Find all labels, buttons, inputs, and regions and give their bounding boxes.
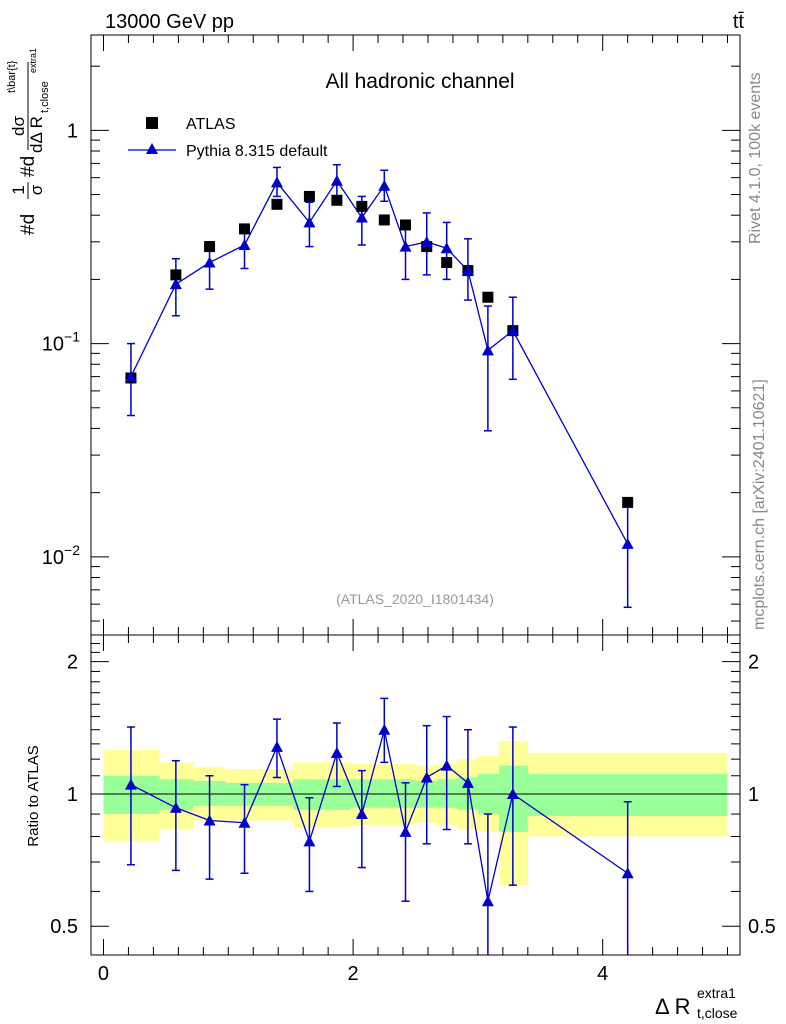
pythia-point bbox=[461, 264, 474, 276]
ratio-y-tick-label-left: 1 bbox=[67, 784, 78, 806]
ratio-point bbox=[621, 867, 634, 879]
ylabel-frac2-den: dΔ R bbox=[27, 116, 46, 153]
ylabel-frac2-den-sub: t,close bbox=[39, 81, 51, 113]
ratio-point bbox=[461, 776, 474, 788]
ratio-series bbox=[124, 697, 634, 955]
pythia-point bbox=[124, 370, 137, 382]
ratio-point bbox=[238, 816, 251, 828]
legend-pythia-marker bbox=[146, 143, 158, 154]
atlas-point bbox=[482, 291, 494, 303]
atlas-point bbox=[441, 257, 453, 269]
atlas-point bbox=[170, 269, 182, 281]
ratio-point bbox=[399, 825, 412, 837]
ratio-point bbox=[420, 771, 433, 783]
main-axis-ticks bbox=[91, 35, 740, 635]
atlas-point bbox=[239, 223, 251, 235]
ratio-y-tick-label-right: 0.5 bbox=[748, 916, 776, 938]
ratio-line bbox=[130, 729, 629, 902]
ratio-green-band bbox=[103, 765, 728, 832]
pythia-point bbox=[303, 216, 316, 228]
atlas-point bbox=[204, 241, 216, 253]
ylabel-frac2-num: dσ bbox=[9, 116, 28, 136]
pythia-point bbox=[621, 537, 634, 549]
ratio-point bbox=[481, 895, 494, 907]
xlabel-sup: extra1 bbox=[697, 985, 736, 1001]
pythia-point bbox=[169, 278, 182, 290]
pythia-point bbox=[378, 179, 391, 191]
pythia-point bbox=[330, 174, 343, 186]
xlabel-main: Δ R bbox=[655, 994, 690, 1019]
ratio-point bbox=[355, 808, 368, 820]
atlas-point bbox=[303, 190, 315, 202]
ylabel-mid: #d bbox=[18, 156, 39, 177]
pythia-point bbox=[203, 256, 216, 268]
ratio-y-tick-label-right: 2 bbox=[748, 652, 759, 674]
chart-title: All hadronic channel bbox=[325, 70, 514, 93]
pythia-point bbox=[355, 211, 368, 223]
main-y-tick-labels: 10−2 10−1 1 bbox=[42, 120, 80, 568]
rivet-version-text: Rivet 4.1.0, 100k events bbox=[747, 72, 764, 244]
atlas-point bbox=[622, 496, 634, 508]
y-tick-label: 1 bbox=[67, 120, 78, 142]
ratio-point bbox=[330, 746, 343, 758]
pythia-point bbox=[440, 242, 453, 254]
ylabel-frac1-den: σ bbox=[27, 184, 46, 195]
ratio-y-axis-label: Ratio to ATLAS bbox=[25, 745, 42, 846]
pythia-line bbox=[130, 179, 629, 545]
ylabel-frac2-den-sup: extra1 bbox=[28, 48, 38, 73]
ratio-point bbox=[506, 787, 519, 799]
xlabel-sub: t,close bbox=[697, 1005, 738, 1021]
pythia-point bbox=[270, 176, 283, 188]
analysis-label: (ATLAS_2020_I1801434) bbox=[336, 591, 494, 607]
process-label: tt̄ bbox=[733, 11, 745, 33]
main-series bbox=[124, 163, 634, 609]
ratio-y-tick-label-left: 2 bbox=[67, 652, 78, 674]
atlas-point bbox=[356, 200, 368, 212]
x-axis-label: Δ R extra1 t,close bbox=[655, 985, 738, 1021]
ratio-y-tick-label-left: 0.5 bbox=[50, 916, 78, 938]
legend-pythia-label: Pythia 8.315 default bbox=[186, 143, 328, 160]
ylabel-frac2-num-sup: t\bar{t} bbox=[6, 60, 18, 93]
ylabel-frac1-num: 1 bbox=[9, 185, 28, 194]
atlas-point bbox=[271, 198, 283, 210]
mcplots-text: mcplots.cern.ch [arXiv:2401.10621] bbox=[751, 379, 768, 630]
x-tick-label: 0 bbox=[98, 963, 109, 985]
x-tick-label: 4 bbox=[597, 963, 608, 985]
ratio-point bbox=[270, 740, 283, 752]
main-panel: All hadronic channel (ATLAS_2020_I180143… bbox=[6, 34, 741, 636]
ratio-point bbox=[124, 778, 137, 790]
ratio-y-tick-label-right: 1 bbox=[748, 784, 759, 806]
ratio-frame bbox=[90, 634, 741, 956]
pythia-point bbox=[399, 240, 412, 252]
legend-atlas-label: ATLAS bbox=[186, 116, 236, 133]
ratio-tick-labels: 0.5 0.5 1 1 2 2 0 2 4 bbox=[50, 652, 776, 985]
ylabel-prefix: #d bbox=[18, 214, 39, 235]
atlas-point bbox=[331, 194, 343, 206]
y-tick-label: 10−1 bbox=[42, 329, 80, 356]
y-tick-label: 10−2 bbox=[42, 542, 80, 569]
ratio-point bbox=[378, 723, 391, 735]
pythia-point bbox=[481, 344, 494, 356]
ratio-point bbox=[440, 759, 453, 771]
ratio-point bbox=[203, 814, 216, 826]
x-tick-label: 2 bbox=[348, 963, 359, 985]
main-y-axis-label: #d 1 σ #d dσ t\bar{t} dΔ R t,close extra… bbox=[6, 48, 51, 235]
ratio-panel: 0.5 0.5 1 1 2 2 0 2 4 Ratio to ATLAS Δ R extra1 … bbox=[25, 634, 776, 1021]
pythia-point bbox=[238, 238, 251, 250]
legend-atlas-marker bbox=[146, 117, 158, 129]
pythia-point bbox=[506, 324, 519, 336]
ratio-point bbox=[303, 835, 316, 847]
side-texts: Rivet 4.1.0, 100k events mcplots.cern.ch… bbox=[747, 72, 768, 630]
atlas-point bbox=[400, 219, 412, 231]
ratio-point bbox=[169, 801, 182, 813]
pythia-point bbox=[420, 235, 433, 247]
energy-label: 13000 GeV pp bbox=[105, 11, 234, 33]
ratio-uncertainty-bands bbox=[103, 740, 728, 886]
atlas-point bbox=[378, 214, 390, 226]
legend: ATLAS Pythia 8.315 default bbox=[128, 116, 328, 160]
